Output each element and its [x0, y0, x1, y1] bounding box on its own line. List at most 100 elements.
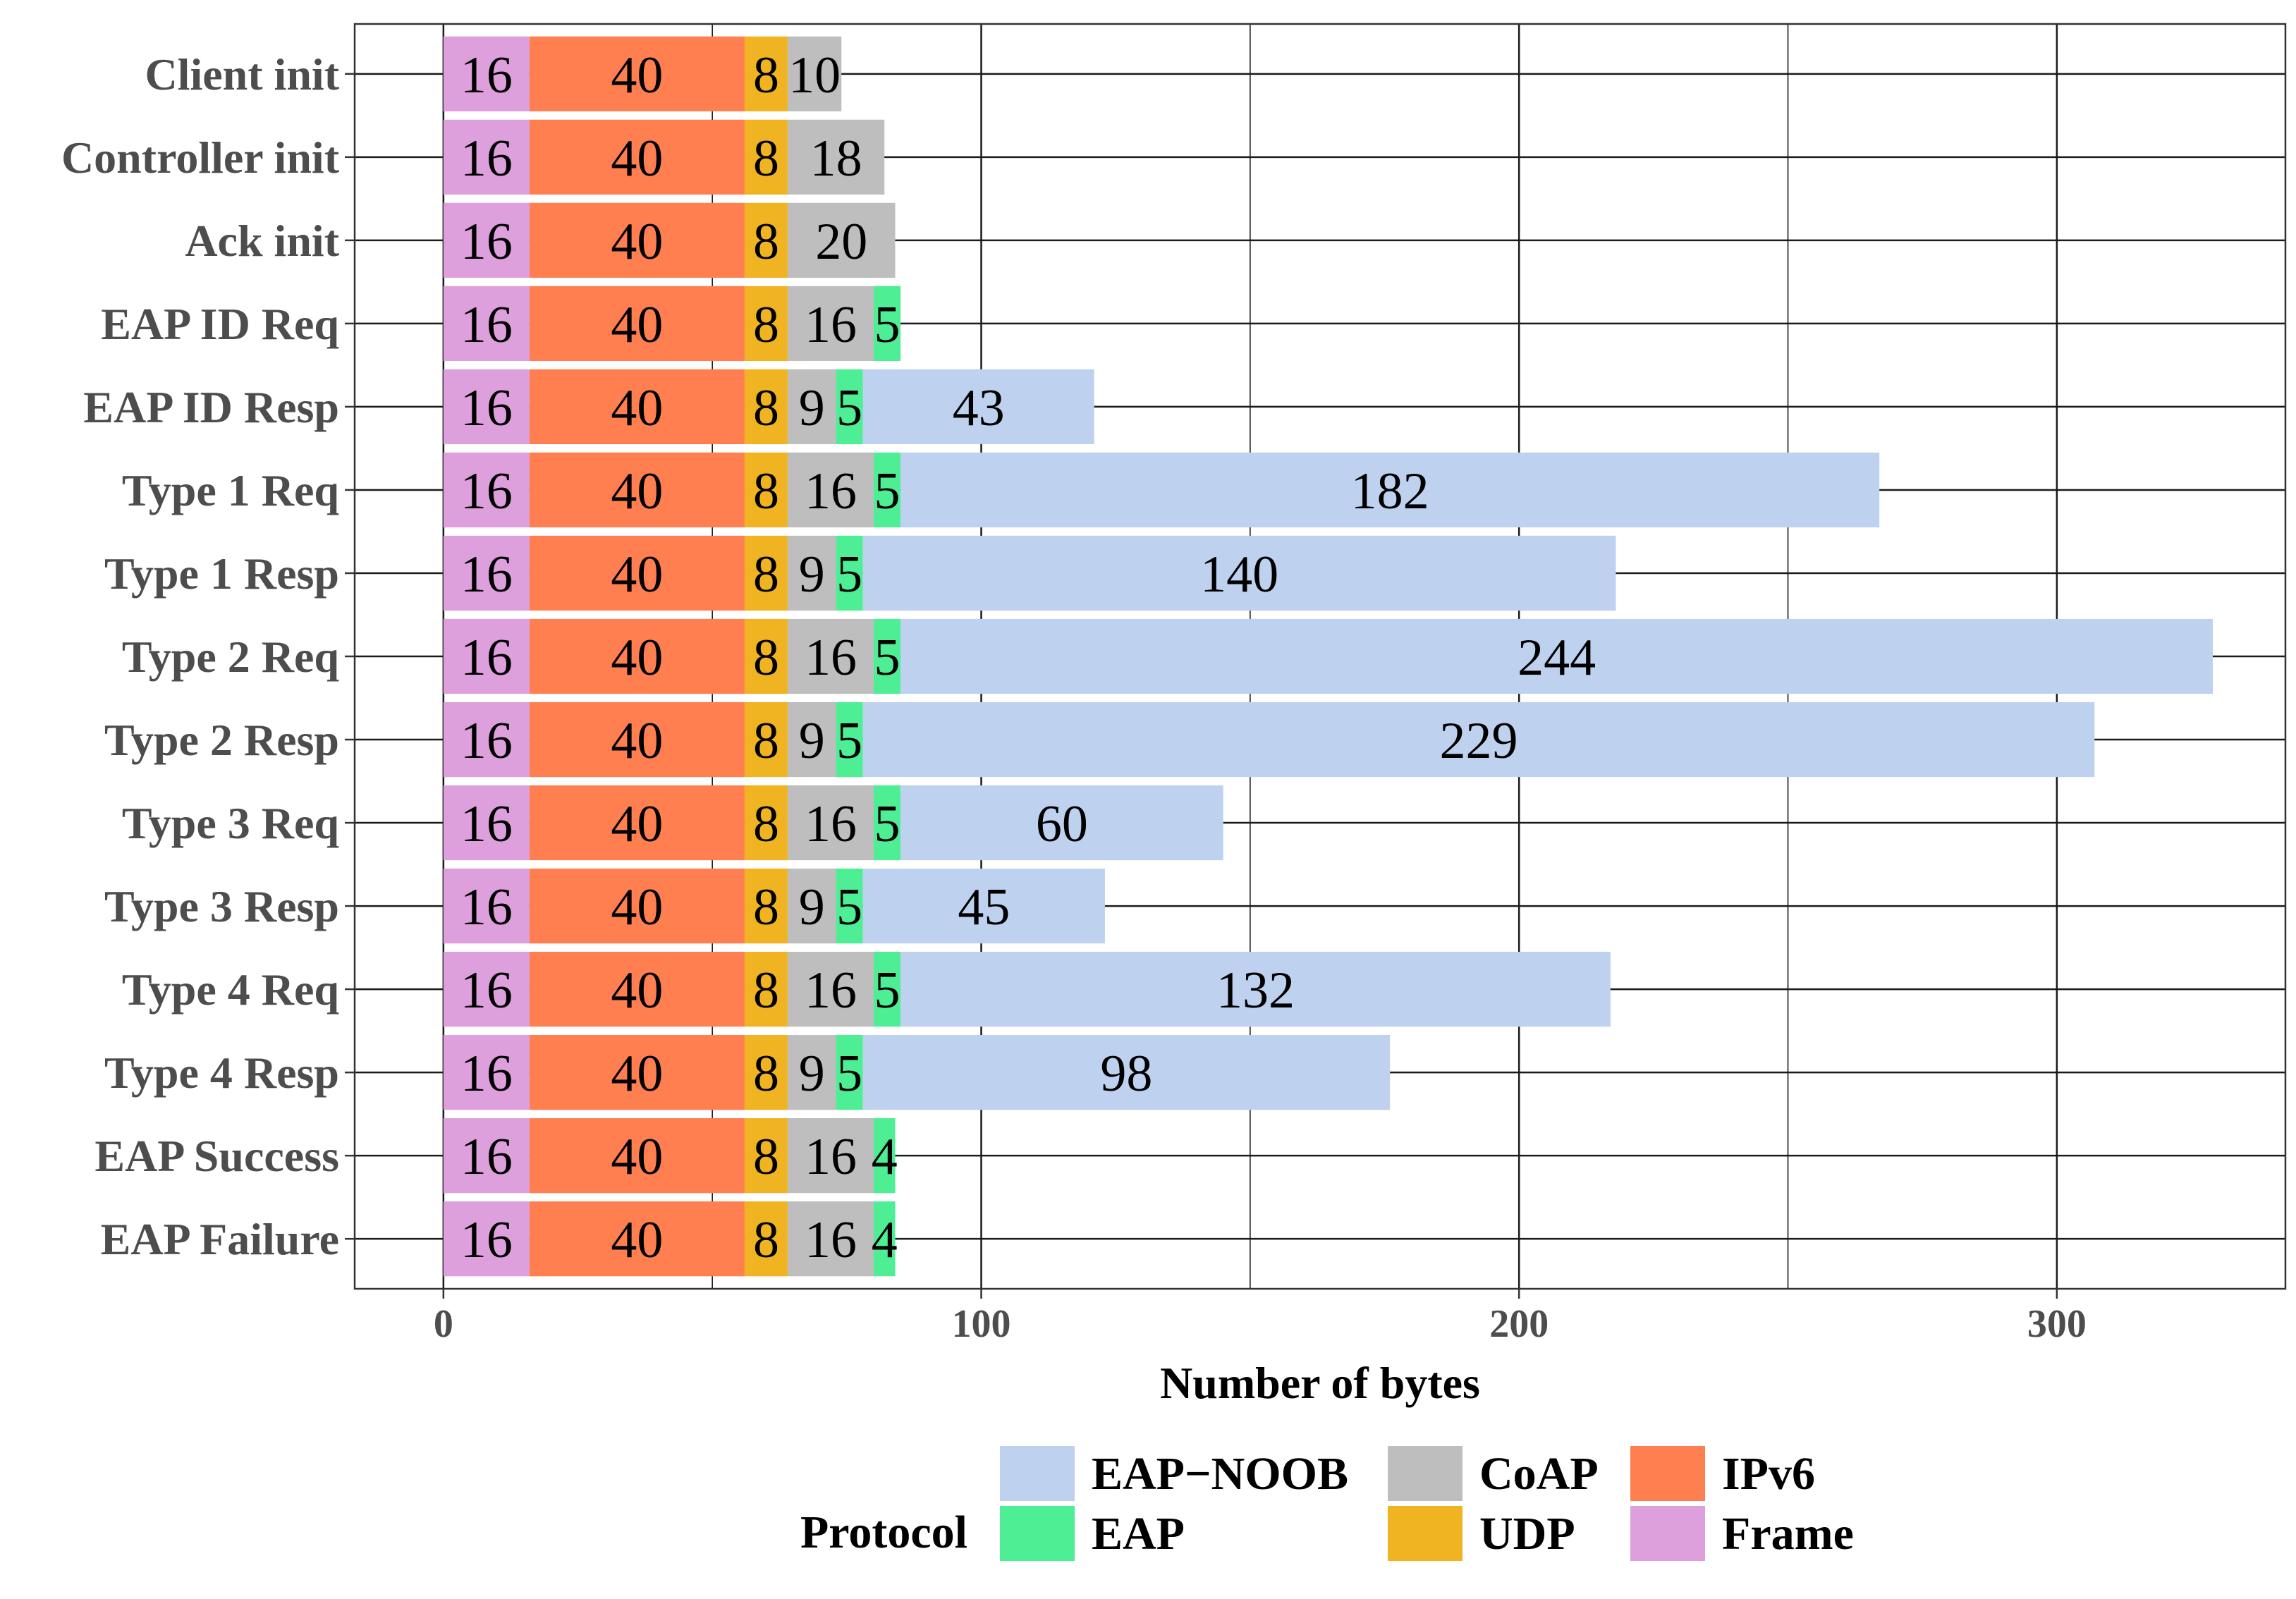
bar-coap-type-4-req	[787, 951, 874, 1027]
data-label-coap: 9	[799, 878, 825, 936]
data-label-ipv6: 40	[611, 1128, 663, 1186]
bar-udp-eap-success	[744, 1118, 788, 1194]
bar-udp-eap-id-req	[744, 286, 788, 362]
bar-udp-eap-id-resp	[744, 369, 788, 445]
bar-ipv6-controller-init	[529, 119, 745, 195]
data-label-frame: 16	[460, 47, 513, 104]
bar-coap-controller-init	[787, 119, 885, 195]
legend-label-frame: Frame	[1722, 1508, 1854, 1560]
legend-key-udp	[1385, 1503, 1465, 1564]
legend-label-ipv6: IPv6	[1722, 1448, 1815, 1500]
data-label-udp: 8	[753, 546, 779, 604]
data-label-coap: 9	[799, 1045, 825, 1103]
data-label-udp: 8	[753, 462, 779, 520]
data-label-eap: 5	[874, 962, 900, 1019]
bar-ipv6-type-1-req	[529, 452, 745, 528]
data-label-ipv6: 40	[611, 47, 663, 104]
y-tick-label: Type 4 Resp	[104, 1048, 339, 1098]
bar-frame-type-2-req	[443, 618, 530, 694]
data-label-udp: 8	[753, 213, 779, 271]
bar-coap-type-3-req	[787, 785, 874, 861]
data-label-coap: 16	[805, 1128, 857, 1186]
data-label-eap: 4	[872, 1211, 898, 1269]
data-label-frame: 16	[460, 296, 513, 354]
data-label-coap: 16	[805, 462, 857, 520]
bar-eap-eap-failure	[873, 1201, 896, 1277]
legend-key-coap	[1385, 1443, 1465, 1504]
bar-ipv6-type-4-resp	[529, 1035, 745, 1110]
bar-frame-client-init	[443, 36, 530, 111]
bar-eap-type-1-req	[873, 452, 901, 528]
legend-label-udp: UDP	[1479, 1508, 1575, 1560]
data-label-eap-noob: 60	[1036, 795, 1088, 853]
bar-coap-eap-success	[787, 1118, 874, 1194]
bar-ipv6-client-init	[529, 36, 745, 111]
bar-eap-eap-id-resp	[836, 369, 863, 445]
y-tick-label: Type 3 Resp	[104, 881, 339, 931]
bar-udp-client-init	[744, 36, 788, 111]
x-tick-label: 0	[434, 1302, 453, 1346]
bar-eap-type-3-resp	[836, 868, 863, 944]
data-label-eap: 5	[874, 462, 900, 520]
legend-title: Protocol	[800, 1507, 967, 1558]
bar-ipv6-eap-success	[529, 1118, 745, 1194]
bars	[443, 36, 2213, 1277]
bar-coap-type-4-resp	[787, 1035, 836, 1110]
bar-coap-client-init	[787, 36, 842, 111]
bar-eap-type-1-resp	[836, 535, 863, 611]
bar-ipv6-type-2-resp	[529, 702, 745, 778]
data-label-udp: 8	[753, 296, 779, 354]
bar-ipv6-type-3-req	[529, 785, 745, 861]
bar-ipv6-eap-id-resp	[529, 369, 745, 445]
data-label-frame: 16	[460, 962, 513, 1019]
bar-udp-controller-init	[744, 119, 788, 195]
y-tick-label: EAP Failure	[101, 1214, 339, 1264]
y-tick-label: Ack init	[185, 216, 339, 266]
bar-ipv6-ack-init	[529, 202, 745, 278]
y-axis: Client init Controller init Ack init EAP ID…	[61, 49, 355, 1264]
data-label-coap: 9	[799, 546, 825, 604]
bar-eap-noob-eap-id-resp	[862, 369, 1094, 445]
bar-coap-type-1-req	[787, 452, 874, 528]
data-label-ipv6: 40	[611, 878, 663, 936]
bar-frame-type-2-resp	[443, 702, 530, 778]
data-label-frame: 16	[460, 795, 513, 853]
bar-eap-noob-type-3-resp	[862, 868, 1105, 944]
data-label-ipv6: 40	[611, 462, 663, 520]
data-label-eap: 5	[874, 795, 900, 853]
bar-frame-type-3-req	[443, 785, 530, 861]
data-label-eap-noob: 182	[1351, 462, 1429, 520]
y-tick-label: EAP Success	[94, 1131, 339, 1181]
legend: Protocol EAP−NOOB EAP CoAP UDP IPv6 Frame	[800, 1443, 1854, 1564]
data-label-eap-noob: 98	[1100, 1045, 1152, 1103]
bar-coap-type-3-resp	[787, 868, 836, 944]
y-tick-label: EAP ID Req	[101, 299, 339, 349]
data-label-ipv6: 40	[611, 546, 663, 604]
legend-key-ipv6	[1628, 1443, 1708, 1504]
data-label-eap-noob: 132	[1216, 962, 1295, 1019]
data-label-ipv6: 40	[611, 795, 663, 853]
bar-frame-eap-success	[443, 1118, 530, 1194]
bar-ipv6-type-2-req	[529, 618, 745, 694]
data-label-eap: 5	[836, 878, 862, 936]
data-label-frame: 16	[460, 1128, 513, 1186]
data-label-eap: 5	[836, 546, 862, 604]
data-label-udp: 8	[753, 1045, 779, 1103]
data-label-udp: 8	[753, 1211, 779, 1269]
bar-eap-noob-type-4-resp	[862, 1035, 1391, 1110]
x-axis: 0 100 200 300	[434, 1289, 2087, 1346]
bar-udp-type-2-resp	[744, 702, 788, 778]
legend-key-eap-noob	[997, 1443, 1077, 1504]
bar-eap-type-4-resp	[836, 1035, 863, 1110]
y-tick-label: Type 4 Req	[122, 964, 339, 1015]
data-label-ipv6: 40	[611, 296, 663, 354]
data-label-frame: 16	[460, 629, 513, 687]
bar-eap-noob-type-1-req	[900, 452, 1880, 528]
data-label-udp: 8	[753, 962, 779, 1019]
bar-coap-eap-id-req	[787, 286, 874, 362]
data-label-eap: 5	[874, 629, 900, 687]
bar-frame-type-4-resp	[443, 1035, 530, 1110]
bar-eap-type-4-req	[873, 951, 901, 1027]
data-label-frame: 16	[460, 878, 513, 936]
data-label-coap: 20	[815, 213, 867, 271]
